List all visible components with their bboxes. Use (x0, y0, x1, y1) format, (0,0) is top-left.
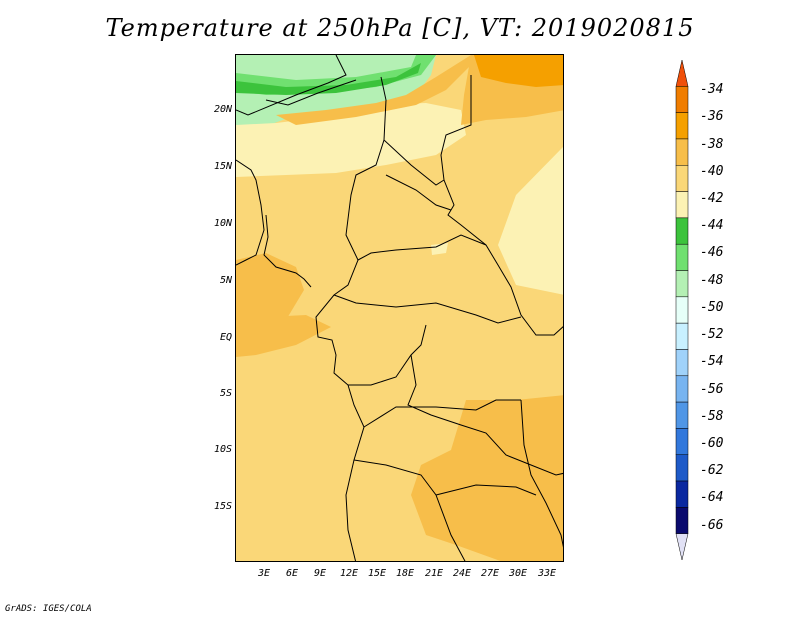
lon-label-12e: 12E (339, 568, 359, 579)
colorbar-swatch (675, 401, 689, 429)
colorbar-label: -48 (700, 273, 724, 288)
field-minus38-southeast (411, 395, 563, 561)
field-minus38-equatorial (236, 315, 331, 357)
lon-label-21e: 21E (424, 568, 444, 579)
colorbar-swatch (675, 349, 689, 377)
colorbar-swatch (675, 296, 689, 324)
colorbar-swatch (675, 507, 689, 534)
field-minus36-northeast (474, 55, 563, 87)
colorbar-swatch (675, 454, 689, 482)
field-minus44-north (236, 63, 421, 95)
lon-label-3e: 3E (257, 568, 271, 579)
coastlines-and-borders (236, 55, 563, 561)
colorbar-label: -46 (700, 245, 724, 260)
field-minus46-north (236, 55, 436, 95)
colorbar-label: -44 (700, 218, 724, 233)
colorbar-label: -40 (700, 164, 724, 179)
colorbar-label: -64 (700, 490, 724, 505)
lat-label-eq: EQ (219, 332, 232, 343)
colorbar-label: -60 (700, 436, 724, 451)
lon-label-6e: 6E (285, 568, 299, 579)
colorbar-swatch (675, 322, 689, 350)
field-minus42-patch (431, 243, 448, 255)
colorbar-label: -66 (700, 518, 724, 533)
colorbar-label: -36 (700, 109, 724, 124)
lon-label-18e: 18E (395, 568, 415, 579)
lon-label-9e: 9E (313, 568, 327, 579)
lon-label-30e: 30E (508, 568, 528, 579)
lon-label-27e: 27E (480, 568, 500, 579)
colorbar-label: -62 (700, 463, 724, 478)
lon-label-33e: 33E (537, 568, 557, 579)
colorbar-swatch (675, 138, 689, 166)
colorbar-swatch (675, 217, 689, 245)
temperature-field (236, 55, 563, 561)
lon-label-24e: 24E (452, 568, 472, 579)
colorbar (675, 60, 689, 560)
lat-label-15n: 15N (213, 161, 232, 172)
colorbar-swatch (675, 112, 689, 140)
colorbar-swatch (675, 270, 689, 298)
colorbar-swatch (675, 533, 689, 560)
colorbar-swatch (675, 375, 689, 403)
lat-label-10n: 10N (213, 218, 232, 229)
lat-label-5n: 5N (219, 275, 232, 286)
colorbar-swatch (675, 428, 689, 455)
colorbar-label: -50 (700, 300, 724, 315)
colorbar-swatch (675, 480, 689, 508)
colorbar-swatch (675, 60, 689, 87)
grads-credit: GrADS: IGES/COLA (5, 604, 92, 614)
colorbar-label: -34 (700, 82, 724, 97)
lat-label-20n: 20N (213, 104, 232, 115)
map-title: Temperature at 250hPa [C], VT: 201902081… (105, 14, 695, 42)
field-minus42-east (498, 147, 563, 295)
colorbar-swatch (675, 86, 689, 113)
colorbar-swatch (675, 191, 689, 219)
field-minus38-ridge (276, 55, 471, 125)
lat-label-15s: 15S (213, 501, 232, 512)
colorbar-label: -56 (700, 382, 724, 397)
colorbar-label: -54 (700, 354, 724, 369)
lon-label-15e: 15E (367, 568, 387, 579)
colorbar-swatch (675, 165, 689, 192)
lat-label-10s: 10S (213, 444, 232, 455)
colorbar-label: -52 (700, 327, 724, 342)
lat-label-5s: 5S (219, 388, 232, 399)
colorbar-swatch (675, 243, 689, 271)
colorbar-label: -38 (700, 137, 724, 152)
map-panel (235, 54, 564, 562)
colorbar-label: -42 (700, 191, 724, 206)
colorbar-label: -58 (700, 409, 724, 424)
